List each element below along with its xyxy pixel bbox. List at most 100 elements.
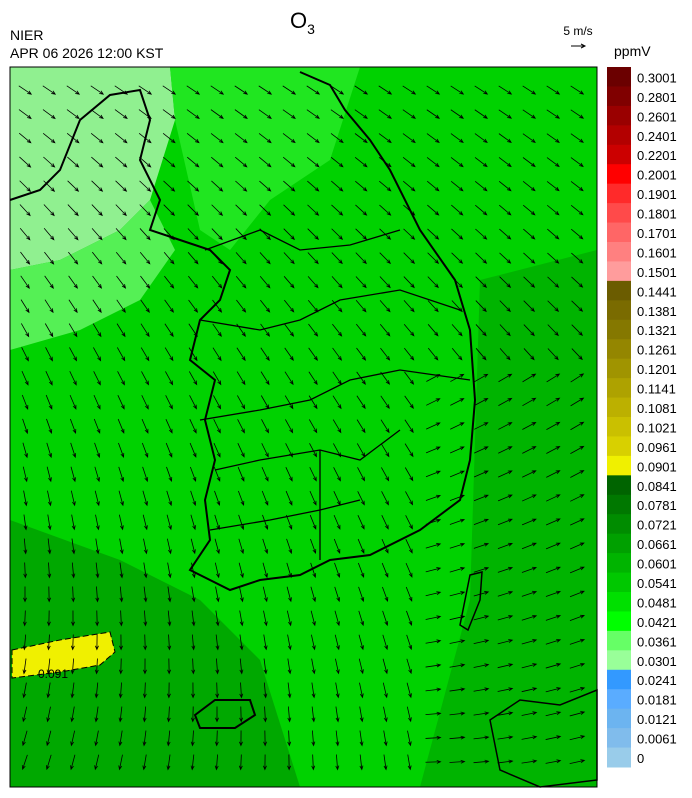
wind-arrow bbox=[186, 133, 200, 144]
contour-label: 0.091 bbox=[38, 667, 68, 681]
wind-arrow bbox=[545, 614, 562, 621]
wind-arrow bbox=[449, 759, 466, 764]
jeju-island bbox=[193, 699, 257, 729]
wind-arrow bbox=[142, 730, 147, 747]
colorbar-segment bbox=[607, 378, 631, 399]
wind-arrow bbox=[449, 663, 466, 668]
wind-arrow bbox=[570, 518, 585, 526]
wind-arrow bbox=[499, 204, 512, 216]
wind-arrow bbox=[404, 347, 415, 361]
wind-arrow bbox=[403, 204, 416, 216]
wind-arrow bbox=[407, 754, 412, 771]
wind-arrow bbox=[262, 538, 269, 555]
wind-arrow bbox=[92, 275, 103, 289]
wind-arrow bbox=[283, 180, 296, 192]
wind-arrow bbox=[67, 180, 80, 192]
wind-arrow bbox=[521, 494, 537, 502]
wind-arrow bbox=[334, 562, 341, 579]
wind-arrow bbox=[143, 586, 148, 603]
wind-arrow bbox=[473, 639, 490, 645]
wind-arrow bbox=[474, 85, 489, 95]
wind-arrow bbox=[473, 566, 490, 573]
map: 0.091 bbox=[9, 66, 598, 788]
wind-arrow bbox=[42, 109, 56, 120]
wind-arrow bbox=[498, 157, 512, 168]
wind-arrow bbox=[286, 586, 292, 603]
wind-arrow bbox=[141, 371, 150, 386]
wind-arrow bbox=[569, 759, 586, 765]
wind-arrow bbox=[521, 566, 538, 573]
wind-arrow bbox=[356, 419, 366, 434]
wind-arrow bbox=[451, 300, 463, 313]
wind-arrow bbox=[258, 85, 273, 95]
wind-arrow bbox=[214, 562, 220, 579]
colorbar-label: 0.0661 bbox=[637, 537, 677, 552]
wind-arrow bbox=[114, 109, 128, 120]
wind-arrow bbox=[164, 323, 174, 338]
wind-arrow bbox=[142, 514, 148, 531]
wind-arrow bbox=[330, 133, 344, 144]
wind-arrow bbox=[357, 538, 365, 554]
wind-arrow bbox=[403, 228, 416, 240]
wind-arrow bbox=[521, 639, 538, 645]
wind-arrow bbox=[283, 252, 295, 265]
wind-arrow bbox=[237, 419, 245, 434]
wind-arrow bbox=[42, 85, 57, 95]
wind-arrow bbox=[283, 204, 296, 216]
colorbar-segment bbox=[607, 708, 631, 729]
wind-arrow bbox=[234, 156, 248, 168]
wind-arrow bbox=[450, 398, 465, 406]
colorbar-label: 0.0541 bbox=[637, 576, 677, 591]
colorbar-label: 0.0061 bbox=[637, 732, 677, 747]
wind-arrow bbox=[162, 85, 177, 95]
wind-arrow bbox=[521, 542, 537, 550]
colorbar-segment bbox=[607, 358, 631, 379]
wind-arrow bbox=[474, 373, 489, 383]
wind-arrow bbox=[307, 228, 320, 241]
colorbar-label: 0.1261 bbox=[637, 343, 677, 358]
wind-arrow bbox=[475, 348, 487, 361]
wind-arrow bbox=[91, 204, 103, 217]
wind-arrow bbox=[22, 442, 28, 459]
wind-arrow bbox=[167, 634, 172, 651]
wind-arrow bbox=[522, 204, 536, 216]
wind-arrow bbox=[425, 446, 441, 454]
wind-arrow bbox=[354, 85, 369, 95]
wind-arrow bbox=[263, 658, 268, 675]
wind-arrow bbox=[358, 634, 364, 651]
wind-arrow bbox=[310, 610, 316, 627]
wind-arrow bbox=[70, 490, 76, 507]
wind-arrow bbox=[427, 204, 440, 216]
wind-arrow bbox=[261, 419, 269, 434]
colorbar-label: 0.0721 bbox=[637, 518, 677, 533]
wind-arrow bbox=[71, 610, 75, 627]
wind-arrow bbox=[116, 275, 127, 289]
colorbar-segment bbox=[607, 533, 631, 554]
wind-arrow bbox=[118, 658, 123, 675]
wind-arrow bbox=[167, 658, 172, 675]
wind-arrow bbox=[309, 467, 317, 482]
wind-arrow bbox=[286, 562, 292, 579]
wind-arrow bbox=[354, 109, 368, 119]
wind-arrow bbox=[92, 323, 102, 338]
wind-arrow bbox=[425, 591, 442, 597]
colorbar-segment bbox=[607, 592, 631, 612]
wind-arrow bbox=[354, 157, 368, 168]
wind-arrow bbox=[116, 299, 126, 314]
wind-arrow bbox=[283, 228, 295, 241]
title: O3 bbox=[290, 8, 315, 37]
wind-arrow bbox=[498, 373, 513, 383]
wind-arrow bbox=[449, 542, 466, 549]
wind-arrow bbox=[450, 133, 464, 144]
wind-arrow bbox=[235, 180, 248, 192]
title-main: O bbox=[290, 8, 307, 33]
wind-arrow bbox=[239, 658, 244, 675]
wind-arrow bbox=[70, 730, 76, 747]
wind-arrow bbox=[498, 181, 512, 192]
wind-arrow bbox=[425, 470, 441, 478]
colorbar-segment bbox=[607, 747, 631, 768]
wind-arrow bbox=[188, 347, 198, 362]
wind-arrow bbox=[211, 156, 224, 168]
wind-arrow bbox=[451, 252, 464, 264]
